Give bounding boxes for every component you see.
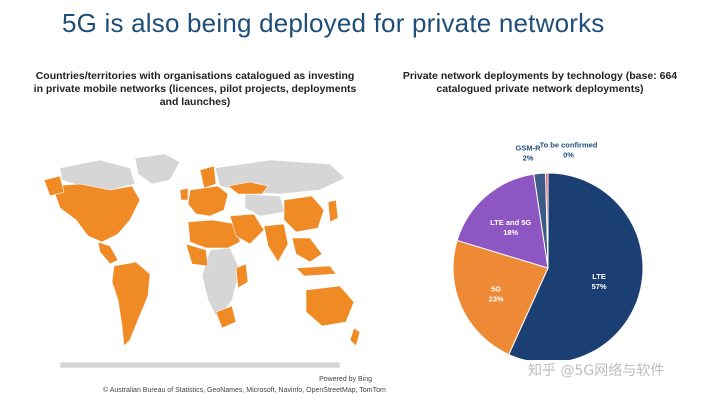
australia-region (305, 285, 355, 327)
pie-chart: LTE 57% 5G 23% LTE and 5G 18% GSM-R 2%To be con… (452, 140, 644, 360)
south-africa-region (215, 305, 237, 329)
central-asia-region (244, 193, 286, 217)
east-africa-region (235, 263, 249, 289)
uk-region (179, 187, 189, 201)
middle-east-region (229, 213, 265, 245)
map-credit-sources: © Australian Bureau of Statistics, GeoNa… (103, 387, 386, 394)
pie-label-gsm-r: GSM-R 2% (516, 143, 542, 162)
pie-slice-to-be-confirmed (545, 172, 549, 269)
map-land-investing (43, 165, 360, 347)
europe-region (187, 185, 229, 217)
africa-interior-region (201, 247, 241, 321)
scandinavia-region (199, 165, 217, 189)
north-africa-region (187, 219, 241, 249)
watermark: 知乎 @5G网络与软件 (528, 363, 665, 379)
central-america-region (97, 241, 119, 265)
north-america-region (51, 183, 141, 243)
indonesia-region (295, 265, 337, 277)
alaska-region (43, 175, 65, 197)
map-credit-powered: Powered by Bing (319, 376, 372, 383)
pie-slice-lte (508, 172, 644, 360)
china-region (283, 195, 325, 233)
japan-korea-region (327, 199, 339, 223)
chart-title: Private network deployments by technolog… (402, 70, 678, 95)
pie-label-lte: LTE 57% (592, 272, 607, 291)
greenland-region (134, 153, 181, 185)
pie-label-5g: 5G 23% (489, 285, 504, 304)
canada-north-region (59, 159, 136, 191)
pie-slices (452, 172, 644, 360)
world-map (43, 153, 360, 369)
pie-slice-lte-and-5g (456, 173, 549, 269)
pie-label-to-be-confirmed: To be confirmed 0% (540, 140, 598, 159)
pie-label-lte-and-5g: LTE and 5G 18% (490, 218, 531, 237)
slide-title: 5G is also being deployed for private ne… (62, 8, 605, 38)
map-caption: Countries/territories with organisations… (33, 70, 357, 108)
india-region (263, 223, 289, 263)
pie-slice-5g (452, 239, 549, 356)
west-africa-region (185, 243, 209, 267)
south-america-region (111, 261, 151, 347)
antarctica-region (59, 361, 341, 369)
new-zealand-region (349, 327, 360, 347)
pie-labels: LTE 57% 5G 23% LTE and 5G 18% GSM-R 2%To be con… (489, 140, 607, 303)
southeast-asia-region (291, 237, 323, 263)
russia-investing-region (227, 181, 269, 195)
